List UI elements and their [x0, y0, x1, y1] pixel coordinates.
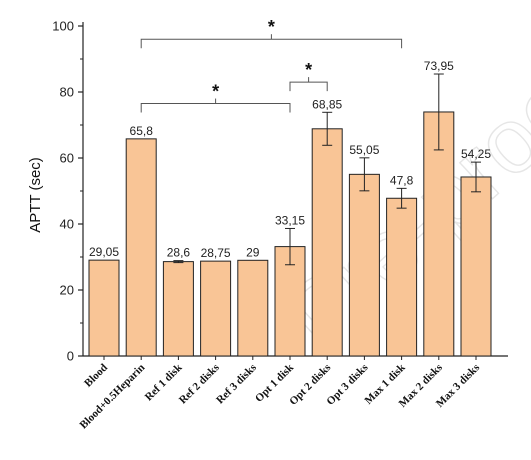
- bar: [200, 260, 232, 357]
- data-label: 47,8: [390, 173, 414, 187]
- bar: [348, 173, 380, 357]
- data-label: 55,05: [349, 143, 379, 157]
- x-tick-label: Blood: [82, 362, 110, 390]
- bar: [237, 259, 269, 357]
- significance-star: *: [305, 60, 312, 80]
- significance-bracket: [140, 103, 291, 113]
- x-tick-label: Blood+0.5Heparin: [78, 362, 148, 432]
- bar: [386, 197, 418, 357]
- x-tick-label: Ref 3 disks: [214, 361, 259, 406]
- y-tick-label: 0: [67, 349, 74, 364]
- data-label: 29,05: [89, 245, 119, 259]
- bar: [88, 259, 120, 357]
- data-label: 73,95: [424, 59, 454, 73]
- y-tick-label: 100: [52, 19, 74, 34]
- significance-star: *: [212, 82, 219, 102]
- y-tick-label: 80: [60, 85, 74, 100]
- bar: [460, 176, 492, 357]
- y-axis-title: APTT (sec): [27, 157, 44, 233]
- bar: [162, 261, 194, 357]
- significance-star: *: [268, 17, 275, 37]
- data-label: 29: [246, 245, 260, 259]
- significance-bracket: [289, 81, 328, 92]
- y-tick-label: 60: [60, 151, 74, 166]
- data-label: 28,75: [201, 246, 231, 260]
- data-label: 65,8: [130, 124, 154, 138]
- data-label: 28,6: [167, 246, 191, 260]
- bar: [423, 111, 455, 357]
- y-tick-label: 20: [60, 283, 74, 298]
- significance-bracket: [140, 38, 403, 49]
- y-tick-label: 40: [60, 217, 74, 232]
- bar: [125, 138, 157, 357]
- data-label: 54,25: [461, 147, 491, 161]
- data-label: 33,15: [275, 213, 305, 227]
- data-label: 68,85: [312, 97, 342, 111]
- plot-area: 0 20 40 60 80 100 29,05 Blood 65,8 Blood+0.5Hepar…: [52, 17, 508, 431]
- bar: [311, 128, 343, 357]
